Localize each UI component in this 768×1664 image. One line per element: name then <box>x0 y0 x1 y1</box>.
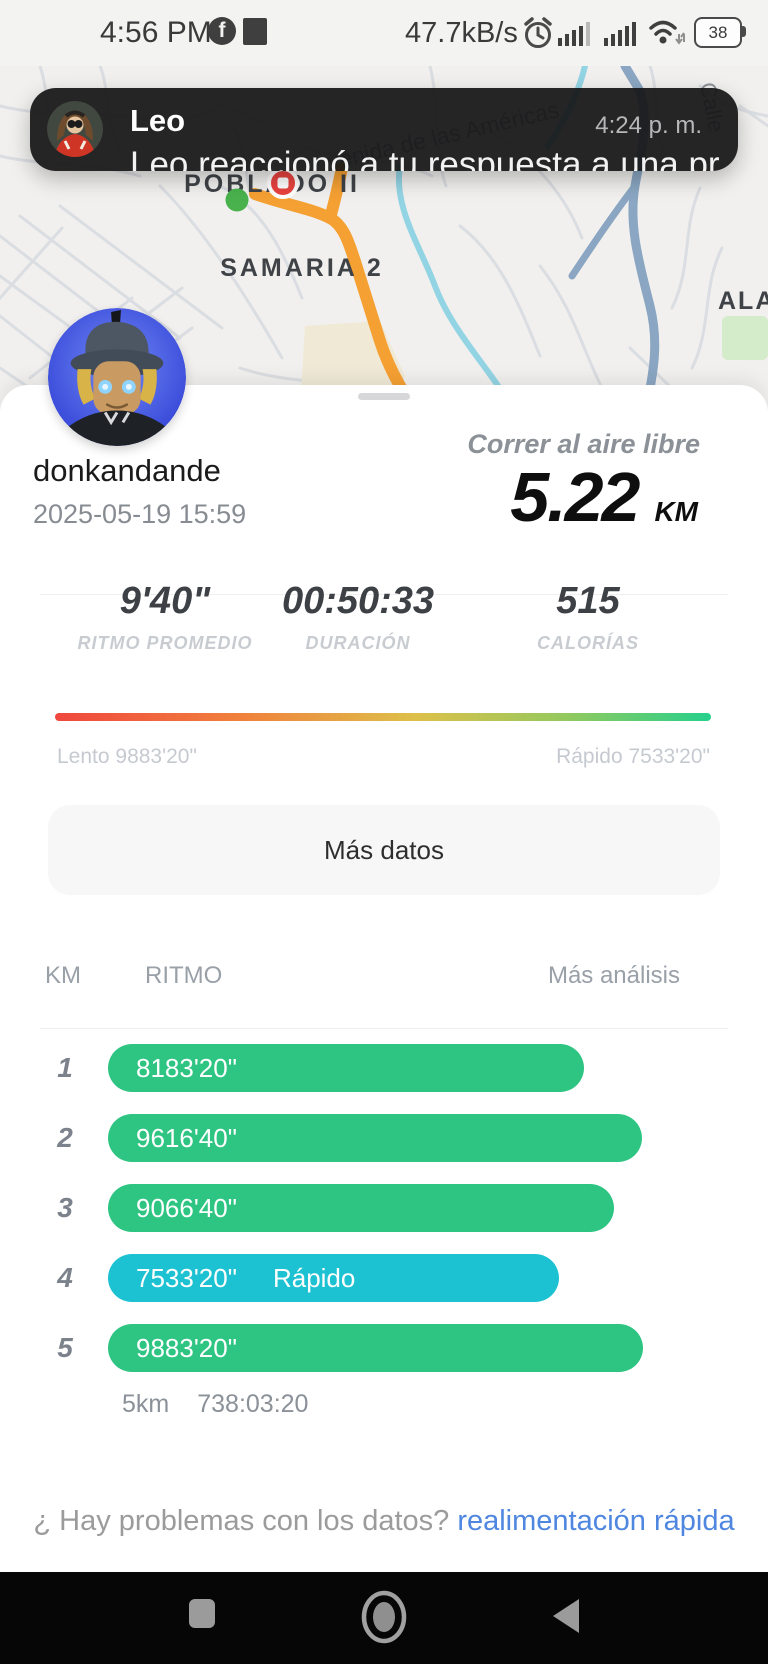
pace-gradient-bar <box>55 713 711 721</box>
android-navigation-bar <box>0 1572 768 1664</box>
divider <box>40 594 728 595</box>
split-pace: 7533'20" <box>136 1263 237 1293</box>
stat-calories: 515 CALORÍAS <box>537 580 639 654</box>
clock: 4:56 PM <box>100 16 212 49</box>
stat-label: CALORÍAS <box>537 633 639 653</box>
split-row-3: 3 9066'40" <box>0 1184 768 1232</box>
split-row-4: 4 7533'20" Rápido <box>0 1254 768 1302</box>
status-bar: 4:56 PM f 47.7kB/s <box>0 0 768 66</box>
more-analysis-link[interactable]: Más análisis <box>547 962 680 989</box>
split-pace: 9616'40" <box>136 1123 237 1153</box>
split-pace-bar: 9616'40" <box>108 1114 642 1162</box>
split-km: 5 <box>57 1332 73 1363</box>
split-pace: 9883'20" <box>136 1333 237 1363</box>
stat-label: DURACIÓN <box>305 633 411 653</box>
pace-slow-label: Lento 9883'20" <box>57 745 197 768</box>
pace-fast-label: Rápido 7533'20" <box>556 745 710 768</box>
map-river <box>395 163 519 413</box>
column-header-pace: RITMO <box>145 962 223 989</box>
split-tag: Rápido <box>272 1263 356 1293</box>
notification-avatar <box>47 101 103 157</box>
run-route <box>249 188 421 416</box>
split-km: 4 <box>57 1262 73 1293</box>
notification-banner[interactable]: Leo 4:24 p. m. Leo reaccionó a tu respue… <box>30 88 738 171</box>
split-row-5: 5 9883'20" <box>0 1324 768 1372</box>
split-km: 2 <box>57 1122 73 1153</box>
map-park-area <box>722 316 768 360</box>
divider <box>40 1028 728 1029</box>
activity-type-label: Correr al aire libre <box>467 429 700 459</box>
column-header-km: KM <box>45 962 81 989</box>
alarm-icon <box>524 17 552 48</box>
route-start-marker <box>225 188 249 212</box>
app-notification-icon <box>243 18 267 45</box>
notification-body: Leo reaccionó a tu respuesta a una pr <box>130 145 720 171</box>
activity-summary-card: Correr al aire libre donkandande 2025-05… <box>0 385 768 1572</box>
drag-handle[interactable] <box>358 393 410 400</box>
home-button[interactable] <box>360 1588 408 1646</box>
stat-label: RITMO PROMEDIO <box>77 633 253 653</box>
wifi-icon <box>649 20 685 45</box>
run-route-branch <box>324 162 348 224</box>
total-distance-label: 5km <box>122 1390 170 1418</box>
split-km: 1 <box>57 1052 73 1083</box>
split-pace-bar: 8183'20" <box>108 1044 584 1092</box>
notification-sender: Leo <box>130 103 186 138</box>
route-stop-marker <box>267 167 299 199</box>
distance-unit: KM <box>654 496 698 527</box>
notification-time: 4:24 p. m. <box>595 112 702 139</box>
map-label-alameda: ALAM <box>718 287 768 315</box>
split-km: 3 <box>57 1192 73 1223</box>
split-row-2: 2 9616'40" <box>0 1114 768 1162</box>
stat-value: 00:50:33 <box>281 580 435 622</box>
network-speed: 47.7kB/s <box>405 17 518 49</box>
distance-value: 5.22 <box>510 458 640 536</box>
stat-value: 515 <box>556 580 620 622</box>
split-pace: 9066'40" <box>136 1193 237 1223</box>
facebook-notification-icon: f <box>208 17 236 45</box>
map-highway-branch <box>568 182 639 280</box>
username: donkandande <box>33 453 221 488</box>
activity-datetime: 2025-05-19 15:59 <box>33 499 247 529</box>
split-pace-bar: 9883'20" <box>108 1324 643 1372</box>
split-row-1: 1 8183'20" <box>0 1044 768 1092</box>
cellular-signal-icon-1 <box>558 22 590 46</box>
split-pace: 8183'20" <box>136 1053 237 1083</box>
recents-button[interactable] <box>189 1599 215 1628</box>
stat-value: 9'40" <box>119 580 211 622</box>
feedback-question: ¿ Hay problemas con los datos? <box>33 1505 450 1537</box>
more-data-button[interactable]: Más datos <box>48 805 720 895</box>
total-time-label: 738:03:20 <box>197 1390 309 1418</box>
battery-level: 38 <box>708 23 728 42</box>
split-pace-bar: 7533'20" Rápido <box>108 1254 559 1302</box>
split-total: 5km 738:03:20 <box>122 1390 336 1419</box>
feedback-row: ¿ Hay problemas con los datos? realiment… <box>0 1505 768 1538</box>
feedback-link[interactable]: realimentación rápida <box>457 1505 735 1537</box>
user-avatar[interactable] <box>48 308 186 446</box>
stat-avg-pace: 9'40" RITMO PROMEDIO <box>78 580 253 654</box>
back-button[interactable] <box>551 1596 581 1636</box>
stat-duration: 00:50:33 DURACIÓN <box>282 580 434 654</box>
split-pace-bar: 9066'40" <box>108 1184 614 1232</box>
total-distance: 5.22 KM <box>510 457 698 537</box>
cellular-signal-icon-2 <box>604 22 636 46</box>
map-label-samaria: SAMARIA 2 <box>220 254 384 282</box>
battery-indicator: 38 <box>694 17 746 48</box>
